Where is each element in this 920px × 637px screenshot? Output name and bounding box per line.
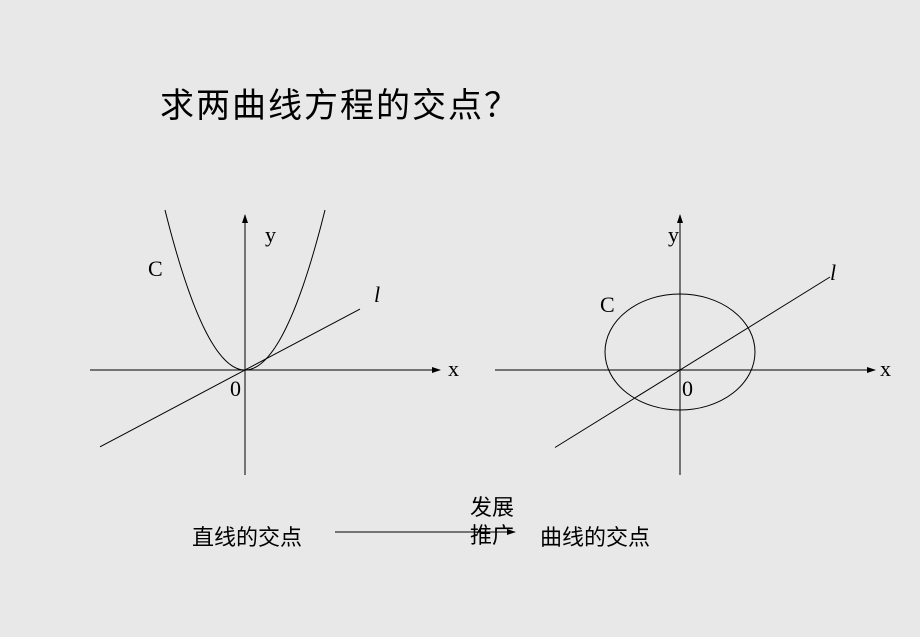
right-origin-label: 0 [682,376,693,402]
right-line-label: l [830,260,836,286]
bottom-left-text: 直线的交点 [192,520,302,552]
develop-arrow-group: 发展 推广 [330,490,530,554]
arrow-bottom-text: 推广 [392,518,592,550]
right-curve-label: C [600,292,615,318]
diagram-area: y x 0 C l y x 0 C l 直线的交点 曲线的交点 发展 推广 [0,200,920,600]
right-y-label: y [668,222,679,248]
right-x-label: x [880,356,891,382]
